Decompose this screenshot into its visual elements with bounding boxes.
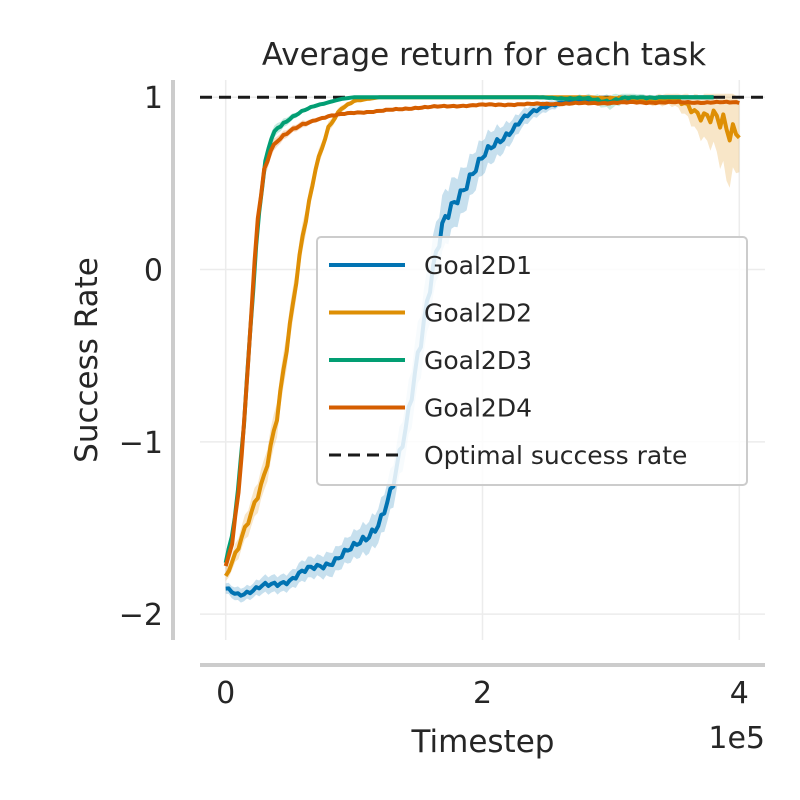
legend-box [316, 236, 748, 486]
x-tick-label-0: 0 [216, 676, 235, 711]
legend-label-0: Goal2D1 [424, 251, 532, 280]
x-tick-label-1: 2 [473, 676, 492, 711]
legend: Goal2D1 Goal2D2 Goal2D3 Goal2D4 Optimal succ… [316, 236, 748, 486]
legend-label-3: Goal2D4 [424, 394, 532, 423]
series-line-goal2d3 [223, 95, 714, 564]
legend-label-1: Goal2D2 [424, 299, 532, 328]
legend-label-4: Optimal success rate [424, 441, 687, 470]
legend-label-2: Goal2D3 [424, 346, 532, 375]
series-lines [223, 95, 741, 598]
y-tick-label-3: 1 [144, 81, 163, 116]
y-tick-label-2: 0 [144, 254, 163, 289]
y-axis-label: Success Rate [69, 257, 105, 463]
x-tick-labels: 0 2 4 [216, 676, 749, 711]
chart-title: Average return for each task [262, 37, 706, 73]
y-tick-label-1: −1 [119, 426, 163, 461]
x-tick-label-2: 4 [730, 676, 749, 711]
series-line-goal2d4 [223, 99, 740, 567]
y-tick-label-0: −2 [119, 598, 163, 633]
y-tick-labels: −2 −1 0 1 [119, 81, 163, 633]
x-offset-label: 1e5 [708, 721, 765, 756]
x-axis-label: Timestep [411, 724, 555, 760]
